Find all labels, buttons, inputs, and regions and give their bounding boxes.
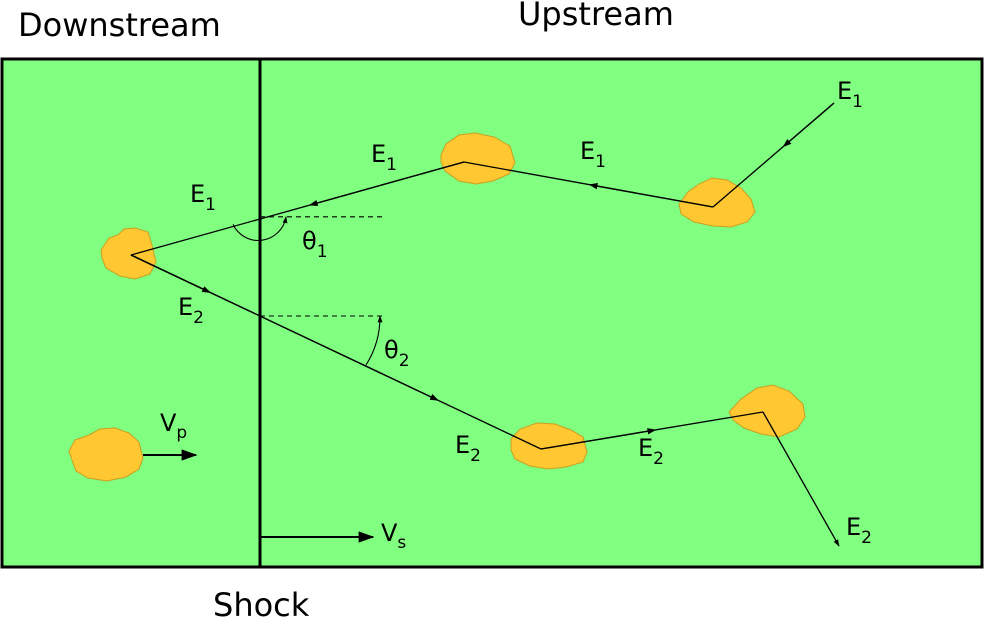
e2-label-downstream: E2 — [178, 293, 204, 328]
e1-label-upstream: E1 — [580, 137, 606, 172]
plasma-region — [0, 57, 984, 569]
scatterer-upstream-right — [678, 177, 756, 228]
theta1-arc — [232, 216, 288, 241]
e2-label-lower-left: E2 — [455, 431, 481, 466]
theta1-label: θ1 — [302, 227, 328, 262]
e1-label-incoming: E1 — [837, 77, 863, 112]
e2-label-outgoing: E2 — [846, 513, 872, 548]
scatterer-upstream-bottom-right — [728, 384, 806, 438]
e1-upstream-arrow — [588, 183, 714, 208]
e1-crossing-arrow — [308, 161, 465, 207]
downstream-heading: Downstream — [18, 6, 221, 44]
e1-incoming-arrow — [782, 102, 835, 148]
scatterer-upstream-top — [440, 132, 516, 185]
e1-label-near-shock: E1 — [371, 140, 397, 175]
theta2-label: θ2 — [384, 336, 410, 371]
theta2-arc — [365, 315, 383, 366]
scatterer-downstream-upper — [100, 227, 157, 280]
scatterer-downstream-lower — [68, 427, 144, 482]
scatterer-upstream-bottom-mid — [510, 422, 588, 470]
vp-label: Vp — [160, 409, 187, 443]
upstream-heading: Upstream — [518, 0, 674, 33]
e2-outgoing-arrow — [762, 411, 840, 547]
shock-heading: Shock — [213, 586, 310, 618]
e2-downstream-arrow-2 — [130, 254, 440, 401]
e2-label-lower-mid: E2 — [638, 434, 664, 469]
e1-label-downstream: E1 — [190, 180, 216, 215]
e2-upstream-arrow — [540, 428, 657, 450]
vs-label: Vs — [381, 519, 406, 553]
